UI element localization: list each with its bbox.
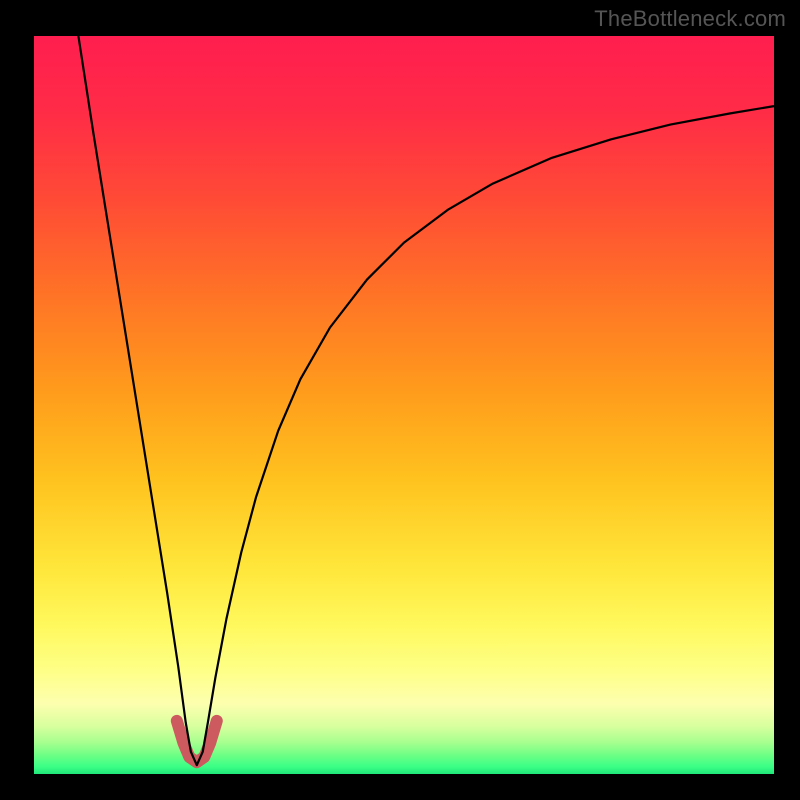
chart-svg: [0, 0, 800, 800]
watermark-text: TheBottleneck.com: [594, 6, 786, 32]
bottleneck-chart: [0, 0, 800, 800]
